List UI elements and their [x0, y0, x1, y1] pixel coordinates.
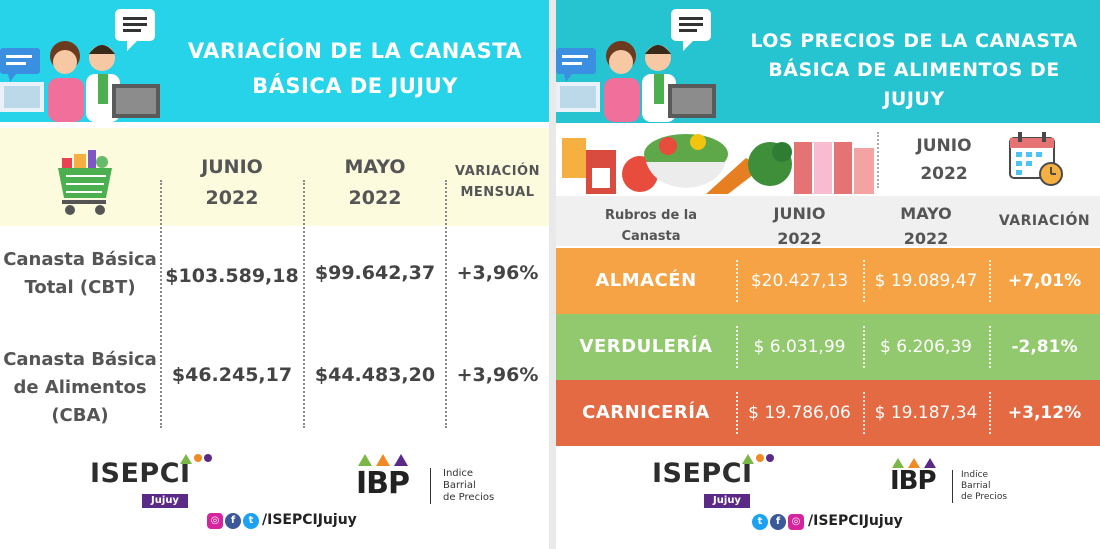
- chat-bubble-icon: [671, 9, 711, 51]
- left-infographic: VARIACÍON DE LA CANASTA BÁSICA DE JUJUY …: [0, 0, 549, 549]
- left-header: VARIACÍON DE LA CANASTA BÁSICA DE JUJUY: [0, 0, 549, 122]
- right-row-carniceria: CARNICERÍA $ 19.786,06 $ 19.187,34 +3,12…: [556, 380, 1100, 446]
- right-header: LOS PRECIOS DE LA CANASTA BÁSICA DE ALIM…: [556, 0, 1100, 123]
- left-col-divider-2: [303, 180, 305, 428]
- right-row-carniceria-junio: $ 19.786,06: [748, 403, 851, 423]
- left-row-cbt-variacion: +3,96%: [456, 262, 539, 284]
- twitter-icon[interactable]: t: [752, 514, 768, 530]
- chat-bubble-icon: [115, 9, 155, 51]
- right-row-verduleria-variacion: -2,81%: [1011, 337, 1078, 357]
- ibp-logo: IBP: [356, 466, 410, 501]
- right-col-rubros: Rubros de la Canasta: [604, 208, 698, 244]
- isepci-logo: ISEPCI: [90, 458, 191, 489]
- right-row-verduleria-name: VERDULERÍA: [579, 336, 713, 357]
- left-row-cba-variacion: +3,96%: [456, 364, 539, 386]
- facebook-icon[interactable]: f: [770, 514, 786, 530]
- left-title-line1: VARIACÍON DE LA CANASTA: [187, 39, 523, 63]
- left-row-cbt-mayo: $99.642,37: [314, 262, 436, 284]
- right-top-divider: [877, 132, 879, 188]
- right-col-junio: JUNIO 2022: [773, 204, 826, 248]
- instagram-icon[interactable]: ◎: [207, 513, 223, 529]
- left-col-divider-1: [160, 180, 162, 428]
- right-row-verduleria: VERDULERÍA $ 6.031,99 $ 6.206,39 -2,81%: [556, 314, 1100, 380]
- right-title: LOS PRECIOS DE LA CANASTA BÁSICA DE ALIM…: [734, 27, 1094, 114]
- left-row-cba-junio: $46.245,17: [171, 364, 293, 386]
- ibp-logo-dots: [358, 454, 408, 466]
- ibp-logo: IBP: [890, 466, 937, 496]
- right-title-line2: BÁSICA DE ALIMENTOS DE: [768, 59, 1060, 81]
- left-col-mayo: MAYO 2022: [344, 156, 406, 209]
- panel-divider: [549, 0, 556, 549]
- people-at-computer-icon: [556, 41, 716, 122]
- right-row-carniceria-name: CARNICERÍA: [582, 402, 710, 423]
- social-handle[interactable]: /ISEPCIJujuy: [262, 512, 357, 528]
- left-row-cba-label: Canasta Básica de Alimentos (CBA): [3, 349, 157, 426]
- ibp-logo-desc: Indice Barrial de Precios: [952, 470, 1007, 503]
- right-col-mayo: MAYO 2022: [900, 204, 952, 248]
- right-row-verduleria-mayo: $ 6.206,39: [880, 337, 972, 357]
- right-month-label: JUNIO 2022: [916, 136, 972, 184]
- isepci-jujuy-tag: Jujuy: [704, 494, 750, 508]
- right-row-almacen-mayo: $ 19.089,47: [874, 271, 978, 291]
- isepci-jujuy-tag: Jujuy: [142, 494, 188, 508]
- isepci-logo: ISEPCI: [652, 458, 753, 489]
- left-row-cbt-label: Canasta Básica Total (CBT): [3, 249, 157, 298]
- ibp-logo-desc: Indice Barrial de Precios: [430, 468, 494, 504]
- ibp-logo-dots: [892, 458, 936, 468]
- right-row-almacen-name: ALMACÉN: [595, 270, 697, 291]
- left-row-cba-mayo: $44.483,20: [314, 364, 436, 386]
- twitter-icon[interactable]: t: [243, 513, 259, 529]
- right-row-almacen: ALMACÉN $20.427,13 $ 19.089,47 +7,01%: [556, 248, 1100, 314]
- shopping-cart-icon: [58, 150, 112, 215]
- instagram-icon[interactable]: ◎: [788, 514, 804, 530]
- social-handle[interactable]: /ISEPCIJujuy: [808, 513, 903, 529]
- left-col-variacion: VARIACIÓN MENSUAL: [455, 164, 540, 200]
- right-infographic: LOS PRECIOS DE LA CANASTA BÁSICA DE ALIM…: [556, 0, 1100, 549]
- left-col-divider-3: [445, 180, 447, 428]
- isepci-logo-dots: [742, 454, 774, 464]
- right-row-carniceria-mayo: $ 19.187,34: [874, 403, 978, 423]
- facebook-icon[interactable]: f: [225, 513, 241, 529]
- left-title: VARIACÍON DE LA CANASTA BÁSICA DE JUJUY: [165, 34, 545, 104]
- left-title-line2: BÁSICA DE JUJUY: [252, 74, 458, 98]
- right-row-almacen-variacion: +7,01%: [1007, 271, 1082, 291]
- food-groceries-icon: [556, 128, 874, 194]
- calendar-icon: [1009, 132, 1063, 186]
- right-title-line3: JUJUY: [883, 88, 945, 110]
- left-row-cbt-junio: $103.589,18: [165, 265, 299, 287]
- right-row-almacen-junio: $20.427,13: [750, 271, 849, 291]
- left-col-junio: JUNIO 2022: [201, 156, 263, 209]
- right-col-variacion: VARIACIÓN: [998, 213, 1091, 229]
- right-title-line1: LOS PRECIOS DE LA CANASTA: [750, 30, 1078, 52]
- right-row-carniceria-variacion: +3,12%: [1007, 403, 1082, 423]
- isepci-logo-dots: [180, 454, 212, 464]
- people-at-computer-icon: [0, 41, 160, 122]
- right-row-verduleria-junio: $ 6.031,99: [753, 337, 846, 357]
- right-column-header-band: [556, 196, 1100, 246]
